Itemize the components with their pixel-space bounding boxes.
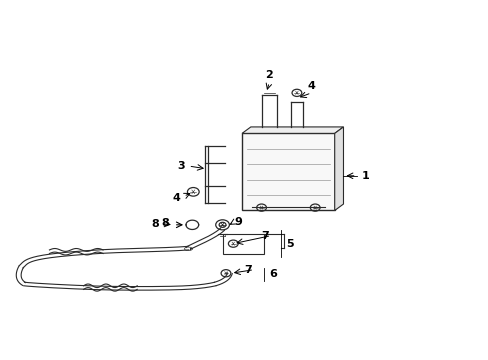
Text: 8: 8	[161, 218, 168, 228]
Text: 4: 4	[172, 193, 180, 203]
Polygon shape	[334, 127, 343, 211]
Text: 3: 3	[177, 161, 184, 171]
Text: 7: 7	[261, 231, 268, 240]
Text: 1: 1	[361, 171, 368, 181]
Text: 5: 5	[285, 239, 293, 249]
Bar	[222, 234, 264, 253]
Bar	[242, 134, 334, 211]
Text: 4: 4	[307, 81, 315, 91]
Text: 7: 7	[244, 265, 251, 275]
Text: 6: 6	[268, 270, 276, 279]
Text: 2: 2	[265, 70, 273, 80]
Text: 9: 9	[234, 217, 242, 227]
Text: 8: 8	[151, 219, 159, 229]
Polygon shape	[242, 127, 343, 134]
